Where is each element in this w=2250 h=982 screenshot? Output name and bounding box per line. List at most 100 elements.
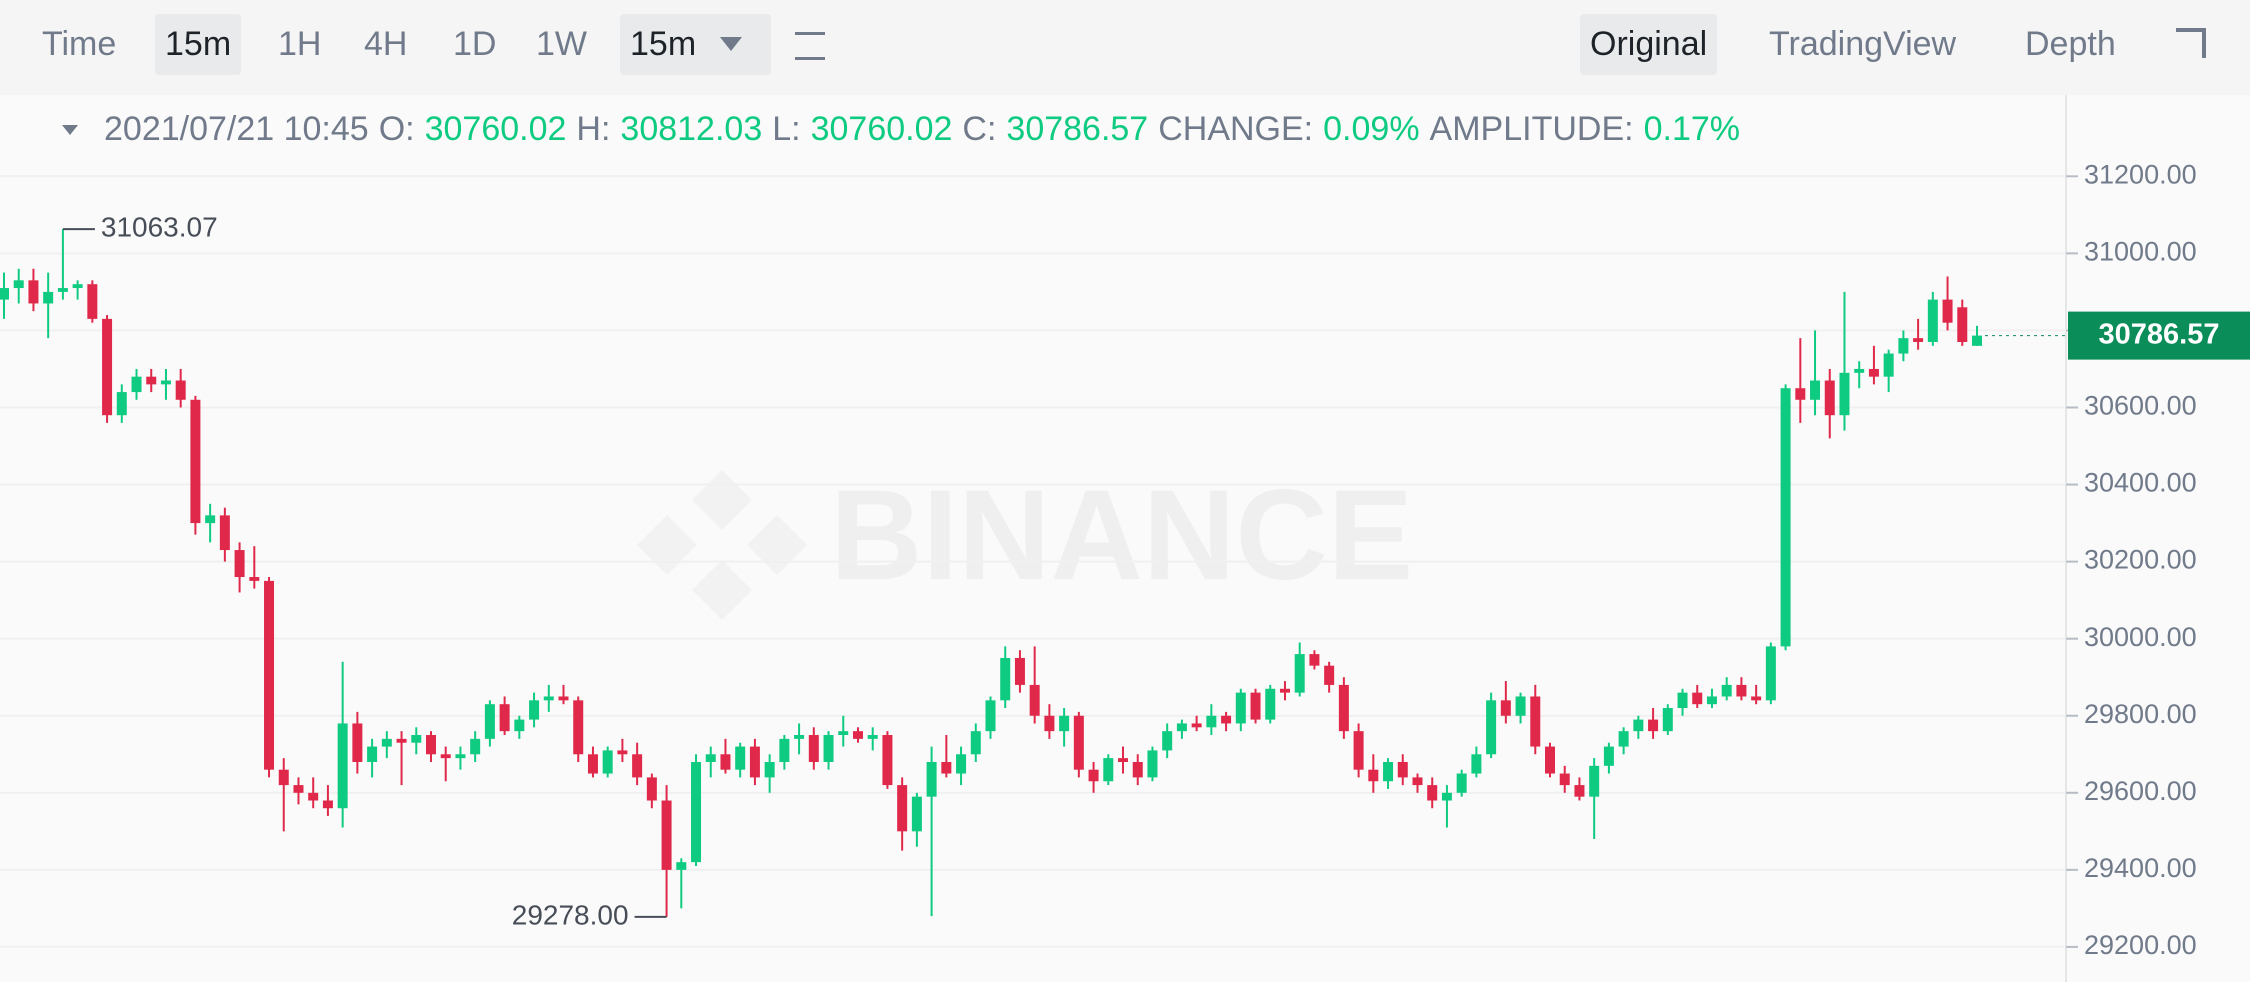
y-tick-label: 30400.00 (2084, 468, 2197, 498)
date: 2021/07/21 10:45 (104, 110, 369, 148)
y-tick-label: 29600.00 (2084, 776, 2197, 806)
candle-body (514, 719, 525, 732)
watermark-logo (637, 470, 807, 620)
candle-body (411, 735, 422, 743)
candle-body (749, 746, 760, 778)
candle-body (1530, 696, 1541, 747)
y-tick-label: 29400.00 (2084, 853, 2197, 883)
candle-body (602, 750, 613, 774)
candle-body (1088, 769, 1099, 782)
dropdown-arrow[interactable] (720, 37, 742, 51)
candle-body (632, 754, 643, 778)
candle-body (131, 376, 142, 393)
candle-body (956, 754, 967, 774)
candle-body (1618, 731, 1629, 747)
candle-body (1677, 692, 1688, 709)
candle-body (808, 735, 819, 762)
candle-body (264, 580, 275, 770)
candle-body (1471, 754, 1482, 774)
candle-body (102, 318, 113, 416)
settings-icon[interactable] (795, 32, 825, 60)
collapse-icon[interactable] (58, 120, 82, 140)
candle-body (470, 738, 481, 755)
candle-body (175, 380, 186, 400)
candle-body (573, 700, 584, 755)
candle-body (1029, 684, 1040, 716)
candle-body (1736, 684, 1747, 697)
interval-button[interactable]: 4H (364, 25, 408, 63)
candle-body (1162, 731, 1173, 751)
candle-body (1338, 684, 1349, 732)
candle-body (1603, 746, 1614, 766)
candle-body (970, 731, 981, 755)
candle-body (1839, 372, 1850, 416)
info-value: 30760.02 (810, 110, 953, 148)
interval-button: Time (42, 25, 117, 63)
candle-body (1132, 761, 1143, 778)
candle-body (43, 291, 54, 304)
candle-body (219, 515, 230, 551)
interval-button[interactable]: 1H (278, 25, 322, 63)
candle-body (1765, 646, 1776, 701)
view-tab[interactable]: TradingView (1769, 25, 1957, 63)
candle-body (926, 761, 937, 797)
candle-body (1780, 388, 1791, 647)
candle-body (1868, 368, 1879, 377)
interval-button[interactable]: 15m (155, 14, 242, 75)
watermark: BINANCE (830, 464, 1413, 607)
candle-body (1957, 307, 1968, 342)
candle-body (1309, 654, 1320, 666)
candle-body (1692, 692, 1703, 705)
info-value: 30812.03 (620, 110, 763, 148)
candle-body (823, 735, 834, 762)
candle-body (587, 754, 598, 774)
view-tab[interactable]: Depth (2025, 25, 2116, 63)
candle-body (1059, 715, 1070, 732)
candle-body (1014, 657, 1025, 685)
candle-body (57, 288, 68, 292)
last-price-label: 30786.57 (2099, 318, 2220, 350)
interval-button[interactable]: 1D (453, 25, 497, 63)
candle-body (941, 761, 952, 774)
info-value: 30760.02 (424, 110, 567, 148)
y-tick-label: 29200.00 (2084, 930, 2197, 960)
y-tick-label: 30600.00 (2084, 391, 2197, 421)
candle-body (1235, 692, 1246, 724)
candle-body (779, 738, 790, 762)
candle-body (558, 696, 569, 701)
interval-dropdown[interactable]: 15m (620, 14, 771, 75)
info-bar: 2021/07/21 10:45 O: 30760.02 H: 30812.03 L: 30… (58, 110, 1750, 149)
view-tab[interactable]: Original (1580, 14, 1718, 75)
info-value: 30786.57 (1006, 110, 1149, 148)
candle-body (337, 723, 348, 809)
info-value: 0.17% (1643, 110, 1740, 148)
candle-body (1279, 688, 1290, 693)
y-tick-label: 31200.00 (2084, 159, 2197, 189)
candle-body (1648, 719, 1659, 732)
candle-body (1574, 785, 1585, 797)
axis-area (2066, 95, 2250, 982)
candle-body (1353, 731, 1364, 770)
candle-body (1250, 692, 1261, 720)
candle-body (661, 800, 672, 870)
candle-body (1545, 746, 1556, 774)
candle-body (381, 738, 392, 747)
expand-icon[interactable] (2176, 28, 2206, 58)
candle-body (1427, 785, 1438, 801)
y-tick-label: 31000.00 (2084, 236, 2197, 266)
candle-body (1721, 684, 1732, 697)
candle-body (308, 792, 319, 801)
y-tick-label: 30000.00 (2084, 622, 2197, 652)
interval-button[interactable]: 1W (536, 25, 587, 63)
candle-body (1176, 723, 1187, 732)
min-label: 29278.00 (512, 899, 629, 930)
candle-body (543, 696, 554, 701)
candle-body (1559, 773, 1570, 786)
candle-body (1147, 750, 1158, 778)
candle-body (1441, 792, 1452, 801)
last-price-tag (2068, 311, 2250, 360)
candle-body (484, 704, 495, 739)
candle-body (882, 735, 893, 786)
